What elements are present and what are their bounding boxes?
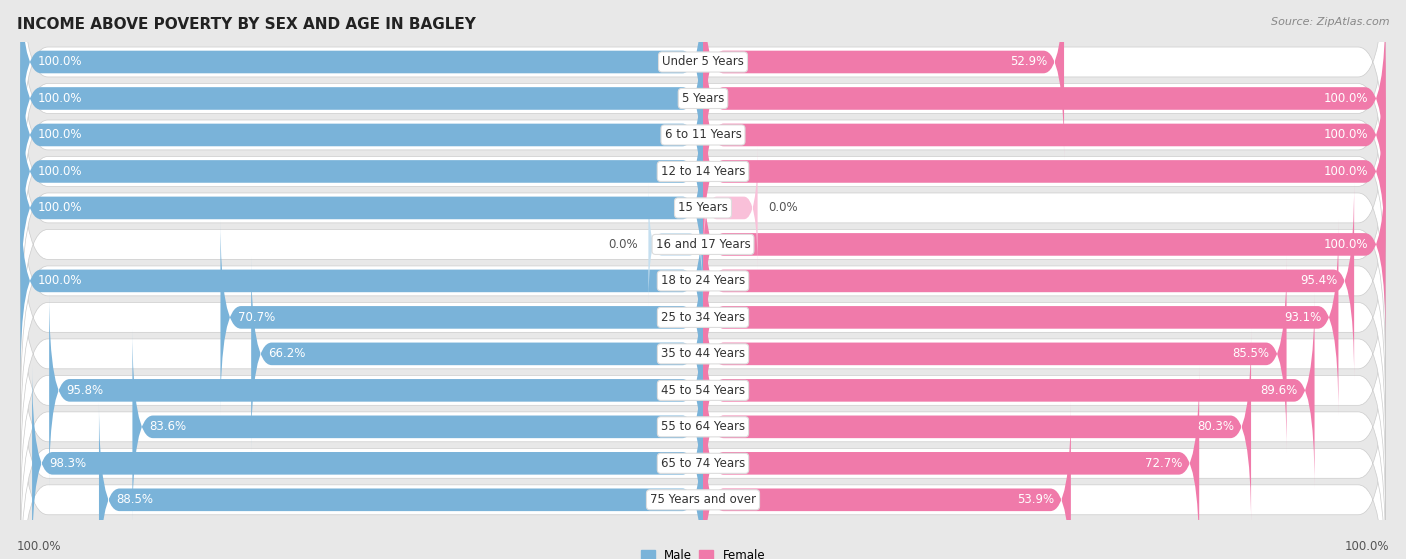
Text: 98.3%: 98.3% [49, 457, 86, 470]
Text: 100.0%: 100.0% [1324, 92, 1368, 105]
FancyBboxPatch shape [703, 255, 1286, 452]
FancyBboxPatch shape [21, 110, 703, 306]
Text: Under 5 Years: Under 5 Years [662, 55, 744, 69]
Text: 12 to 14 Years: 12 to 14 Years [661, 165, 745, 178]
FancyBboxPatch shape [221, 219, 703, 415]
FancyBboxPatch shape [703, 1, 1385, 197]
FancyBboxPatch shape [21, 183, 703, 379]
Text: 85.5%: 85.5% [1233, 347, 1270, 361]
FancyBboxPatch shape [21, 1, 703, 197]
FancyBboxPatch shape [21, 73, 703, 269]
Text: 70.7%: 70.7% [238, 311, 274, 324]
Text: 66.2%: 66.2% [269, 347, 305, 361]
Text: 100.0%: 100.0% [38, 201, 82, 215]
FancyBboxPatch shape [703, 365, 1199, 559]
Text: 100.0%: 100.0% [38, 274, 82, 287]
FancyBboxPatch shape [703, 73, 1385, 269]
Text: 83.6%: 83.6% [149, 420, 187, 433]
Text: 35 to 44 Years: 35 to 44 Years [661, 347, 745, 361]
FancyBboxPatch shape [98, 402, 703, 559]
Text: 25 to 34 Years: 25 to 34 Years [661, 311, 745, 324]
Text: 100.0%: 100.0% [38, 92, 82, 105]
FancyBboxPatch shape [32, 365, 703, 559]
Text: 100.0%: 100.0% [38, 129, 82, 141]
FancyBboxPatch shape [21, 296, 1385, 558]
FancyBboxPatch shape [21, 369, 1385, 559]
Text: 100.0%: 100.0% [38, 55, 82, 69]
FancyBboxPatch shape [21, 333, 1385, 559]
Text: 0.0%: 0.0% [768, 201, 797, 215]
Legend: Male, Female: Male, Female [636, 544, 770, 559]
Text: 53.9%: 53.9% [1017, 493, 1054, 506]
FancyBboxPatch shape [703, 183, 1354, 379]
Text: 45 to 54 Years: 45 to 54 Years [661, 384, 745, 397]
FancyBboxPatch shape [703, 146, 1385, 343]
Text: 89.6%: 89.6% [1260, 384, 1298, 397]
FancyBboxPatch shape [21, 186, 1385, 448]
Text: 93.1%: 93.1% [1284, 311, 1322, 324]
Text: 100.0%: 100.0% [38, 165, 82, 178]
Text: 100.0%: 100.0% [17, 541, 62, 553]
Text: 75 Years and over: 75 Years and over [650, 493, 756, 506]
Text: 95.8%: 95.8% [66, 384, 103, 397]
FancyBboxPatch shape [21, 37, 703, 233]
Text: 72.7%: 72.7% [1144, 457, 1182, 470]
Text: 88.5%: 88.5% [117, 493, 153, 506]
FancyBboxPatch shape [703, 219, 1339, 415]
Text: 80.3%: 80.3% [1197, 420, 1234, 433]
FancyBboxPatch shape [132, 329, 703, 525]
FancyBboxPatch shape [703, 146, 758, 269]
FancyBboxPatch shape [703, 329, 1251, 525]
Text: 18 to 24 Years: 18 to 24 Years [661, 274, 745, 287]
Text: 100.0%: 100.0% [1324, 238, 1368, 251]
Text: 6 to 11 Years: 6 to 11 Years [665, 129, 741, 141]
Text: INCOME ABOVE POVERTY BY SEX AND AGE IN BAGLEY: INCOME ABOVE POVERTY BY SEX AND AGE IN B… [17, 17, 475, 32]
Text: 5 Years: 5 Years [682, 92, 724, 105]
Text: 100.0%: 100.0% [1344, 541, 1389, 553]
Text: 15 Years: 15 Years [678, 201, 728, 215]
FancyBboxPatch shape [648, 183, 703, 306]
FancyBboxPatch shape [703, 0, 1064, 160]
FancyBboxPatch shape [21, 0, 703, 160]
FancyBboxPatch shape [21, 113, 1385, 376]
Text: 100.0%: 100.0% [1324, 129, 1368, 141]
Text: 100.0%: 100.0% [1324, 165, 1368, 178]
FancyBboxPatch shape [21, 0, 1385, 193]
FancyBboxPatch shape [21, 223, 1385, 485]
FancyBboxPatch shape [703, 402, 1071, 559]
FancyBboxPatch shape [21, 77, 1385, 339]
Text: 95.4%: 95.4% [1299, 274, 1337, 287]
FancyBboxPatch shape [21, 150, 1385, 412]
Text: 65 to 74 Years: 65 to 74 Years [661, 457, 745, 470]
Text: Source: ZipAtlas.com: Source: ZipAtlas.com [1271, 17, 1389, 27]
FancyBboxPatch shape [21, 4, 1385, 266]
FancyBboxPatch shape [21, 0, 1385, 229]
FancyBboxPatch shape [21, 40, 1385, 302]
FancyBboxPatch shape [252, 255, 703, 452]
FancyBboxPatch shape [21, 259, 1385, 522]
Text: 0.0%: 0.0% [609, 238, 638, 251]
Text: 55 to 64 Years: 55 to 64 Years [661, 420, 745, 433]
FancyBboxPatch shape [49, 292, 703, 489]
FancyBboxPatch shape [703, 292, 1315, 489]
FancyBboxPatch shape [703, 37, 1385, 233]
Text: 52.9%: 52.9% [1010, 55, 1047, 69]
Text: 16 and 17 Years: 16 and 17 Years [655, 238, 751, 251]
